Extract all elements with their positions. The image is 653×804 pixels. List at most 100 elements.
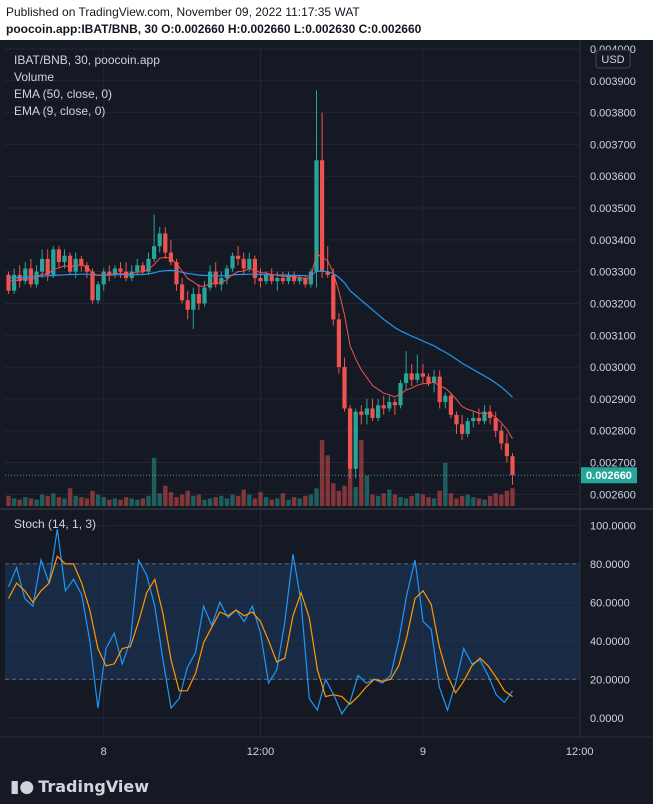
volume-bar [331,483,336,506]
candle-body [202,287,207,304]
price-tick-label: 0.003400 [590,235,636,247]
volume-bar [342,485,347,506]
candle-body [107,271,112,275]
volume-bar [168,492,174,506]
legend-ema9: EMA (9, close, 0) [14,104,105,118]
volume-bar [364,475,370,506]
chart-svg[interactable]: 0.002600 0.002700 0.002800 0.002900 0.003000… [0,40,653,770]
stoch-tick-label: 100.0000 [590,520,636,532]
volume-bar [499,494,504,506]
candle-body [336,319,341,368]
candle-body [465,421,470,434]
volume-bar [230,494,235,506]
candle-body [208,271,213,288]
volume-bar [426,497,431,506]
candle-body [314,160,319,272]
currency-label: USD [601,54,624,66]
volume-bar [280,493,286,506]
candle-body [135,265,140,272]
volume-bar [325,455,330,506]
volume-bar [420,494,426,506]
candles [6,90,515,485]
stoch-tick-label: 0.0000 [590,713,624,725]
volume-bar [151,457,157,506]
volume-bar [258,492,263,506]
candle-body [90,271,95,301]
stoch-k-line [7,529,513,716]
last-price-tag [581,467,637,484]
volume-bar [303,495,308,506]
candle-body [348,408,353,469]
candle-body [224,268,229,278]
time-tick-label: 8 [101,746,107,758]
candle-body [482,411,487,422]
volume-bar [319,440,325,506]
volume-bar [207,498,213,506]
volume-bar [409,495,414,506]
volume-bar [224,498,230,506]
candle-body [437,376,442,403]
volume-bar [275,498,280,506]
candle-body [40,258,45,272]
candle-body [196,293,201,304]
candle-body [460,424,465,434]
price-tick-label: 0.003000 [590,362,636,374]
volume-bar [392,494,398,506]
ema9-line [8,253,513,439]
volume-bar [219,495,224,506]
chart-area[interactable]: 0.002600 0.002700 0.002800 0.002900 0.003000… [0,40,653,770]
last-price-label: 0.002660 [586,470,632,482]
candle-body [426,376,431,383]
candle-body [140,265,145,272]
candle-body [236,255,241,259]
footer: ▮● TradingView [0,770,653,804]
legend-symbol: IBAT/BNB, 30, poocoin.app [14,53,160,67]
candle-body [364,408,369,415]
candle-body [252,258,257,278]
volume-bar [482,499,487,506]
price-tick-label: 0.003600 [590,171,636,183]
volume-bar [431,498,437,506]
candle-body [409,373,414,380]
candle-body [331,274,336,320]
volume-bar [79,497,84,506]
legend-stoch: Stoch (14, 1, 3) [14,517,96,531]
volume-bar [415,493,420,506]
candle-body [84,265,89,272]
price-tick-label: 0.003700 [590,139,636,151]
volume-bar [510,488,515,506]
candle-body [191,293,196,310]
candle-body [443,395,448,403]
candle-body [303,278,308,285]
volume-bar [213,497,218,506]
volume-bar [437,490,442,506]
axes: 0.002600 0.002700 0.002800 0.002900 0.003000… [0,40,653,758]
candle-body [381,405,386,409]
volume-bar [157,493,162,506]
price-tick-label: 0.003500 [590,203,636,215]
volume-bar [17,499,22,506]
volume-bar [291,497,297,506]
volume-bar [95,494,101,506]
volume-bar [247,494,252,506]
volume-bar [129,498,134,506]
candle-body [45,258,50,275]
candle-body [292,274,297,282]
candle-body [510,456,515,476]
price-tick-label: 0.002800 [590,426,636,438]
candle-body [499,430,504,444]
candle-body [163,233,168,253]
candle-body [230,255,235,269]
candle-body [146,258,151,272]
candle-body [180,284,185,301]
volume-bars [6,411,515,506]
tradingview-logo[interactable]: ▮● TradingView [10,777,149,797]
candle-body [432,376,437,383]
candle-body [420,373,425,377]
volume-bar [263,497,269,506]
brand-name: TradingView [38,777,150,796]
volume-bar [6,495,11,506]
currency-badge[interactable] [595,49,631,69]
volume-bar [297,498,302,506]
volume-bar [23,497,28,506]
